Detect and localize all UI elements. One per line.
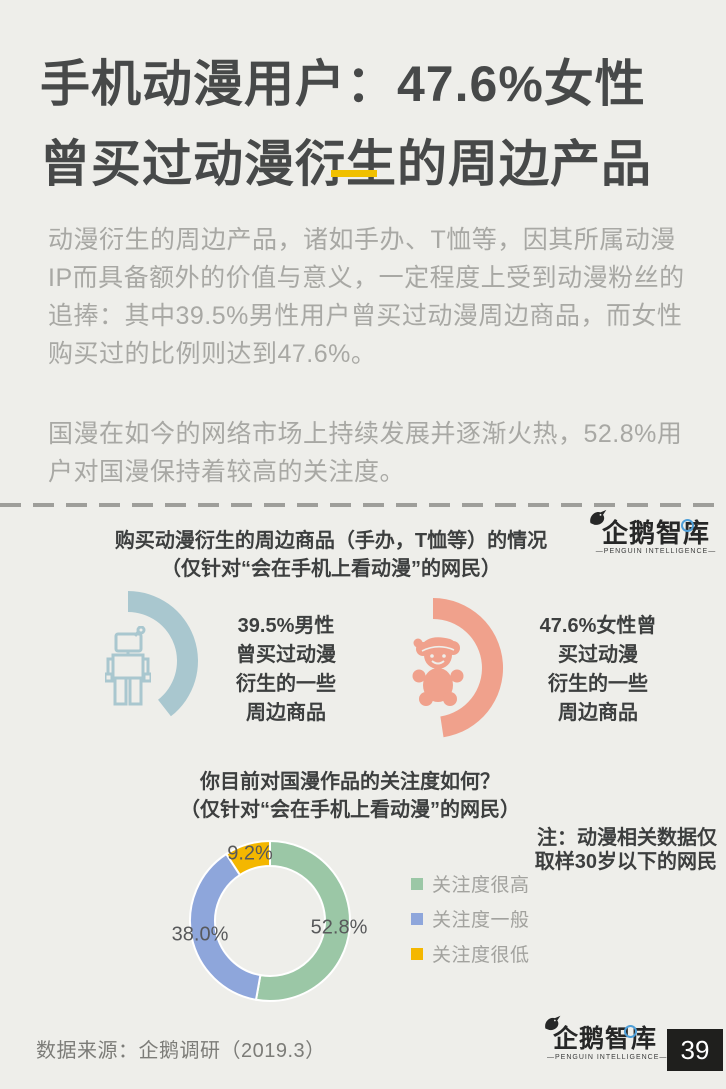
dashed-divider [0, 503, 726, 507]
sample-note-line1: 注：动漫相关数据仅 [537, 827, 717, 849]
page-number-box: 39 [667, 1029, 723, 1071]
legend-swatch-green [411, 877, 423, 890]
legend-swatch-blue [411, 912, 423, 925]
penguin-icon [590, 509, 607, 525]
donut-chart: 52.8% 38.0% 9.2% [172, 836, 367, 1006]
female-caption-line: 47.6%女性曾 [539, 615, 657, 637]
page-number: 39 [680, 1034, 710, 1065]
legend-item-low: 关注度很低 [411, 936, 530, 971]
brand-logo-bottom: 企鹅智库 —PENGUIN INTELLIGENCE— [545, 1015, 668, 1061]
brand-tagline: —PENGUIN INTELLIGENCE— [595, 548, 717, 555]
female-gauge-chart [433, 598, 504, 738]
male-caption-line: 周边商品 [246, 702, 326, 724]
female-gauge-arc [433, 598, 504, 738]
penguin-icon [545, 1015, 561, 1031]
donut-value-label-low: 9.2% [227, 842, 273, 865]
donut-segment [224, 839, 271, 877]
female-caption-line: 周边商品 [558, 702, 638, 724]
chart2-title-line2: （仅针对“会在手机上看动漫”的网民） [180, 799, 520, 821]
chart1-title-line2: （仅针对“会在手机上看动漫”的网民） [161, 558, 501, 580]
legend-label: 关注度一般 [432, 910, 530, 931]
female-caption-line: 买过动漫 [558, 644, 638, 666]
donut-segment [254, 839, 351, 1002]
chart1-title: 购买动漫衍生的周边商品（手办，T恤等）的情况 （仅针对“会在手机上看动漫”的网民… [0, 527, 662, 583]
brand-logo: 企鹅智库 [590, 509, 720, 548]
data-source-text: 数据来源：企鹅调研（2019.3） [36, 1040, 326, 1062]
legend-item-medium: 关注度一般 [411, 901, 530, 936]
legend-item-high: 关注度很高 [411, 866, 530, 901]
female-gauge-caption: 47.6%女性曾 买过动漫 衍生的一些 周边商品 [508, 612, 688, 728]
legend-label: 关注度很低 [432, 945, 530, 966]
legend-swatch-yellow [411, 947, 423, 960]
sample-note-line2: 取样30岁以下的网民 [534, 851, 717, 873]
male-caption-line: 39.5%男性 [237, 615, 335, 637]
legend-label: 关注度很高 [432, 875, 530, 896]
donut-legend: 关注度很高 关注度一般 关注度很低 [411, 866, 530, 971]
male-caption-line: 衍生的一些 [236, 673, 336, 695]
brand-logo-top: 企鹅智库 —PENGUIN INTELLIGENCE— [590, 509, 720, 555]
donut-chart-svg [189, 839, 351, 1002]
page-title: 手机动漫用户：47.6%女性 曾买过动漫衍生的周边产品 [40, 44, 700, 204]
brand-name: 企鹅智库 [552, 1025, 657, 1053]
donut-value-label-medium: 38.0% [171, 923, 229, 946]
sample-note: 注：动漫相关数据仅 取样30岁以下的网民 [487, 826, 717, 874]
teddy-bear-icon [410, 631, 466, 712]
brand-name: 企鹅智库 [601, 518, 710, 548]
male-gauge-caption: 39.5%男性 曾买过动漫 衍生的一些 周边商品 [196, 612, 376, 728]
logo-ring-decoration [624, 1025, 637, 1038]
donut-value-label-high: 52.8% [310, 916, 368, 939]
intro-paragraph-1: 动漫衍生的周边产品，诸如手办、T恤等，因其所属动漫IP而具备额外的价值与意义，一… [48, 226, 685, 368]
chart2-title: 你目前对国漫作品的关注度如何？ （仅针对“会在手机上看动漫”的网民） [0, 768, 700, 824]
page-title-line1: 手机动漫用户：47.6%女性 [40, 55, 646, 112]
brand-logo: 企鹅智库 [545, 1015, 663, 1054]
male-gauge-arc [128, 591, 198, 717]
male-caption-line: 曾买过动漫 [236, 644, 336, 666]
female-caption-line: 衍生的一些 [548, 673, 648, 695]
chart2-title-line1: 你目前对国漫作品的关注度如何？ [200, 771, 500, 793]
male-gauge-chart [128, 591, 198, 717]
title-underline-decoration [331, 170, 377, 177]
page-title-line2: 曾买过动漫衍生的周边产品 [40, 135, 652, 192]
logo-ring-decoration [681, 519, 694, 532]
robot-icon [103, 625, 153, 711]
chart1-title-line1: 购买动漫衍生的周边商品（手办，T恤等）的情况 [114, 530, 548, 552]
intro-paragraph-2: 国漫在如今的网络市场上持续发展并逐渐火热，52.8%用户对国漫保持着较高的关注度… [48, 420, 683, 486]
brand-tagline: —PENGUIN INTELLIGENCE— [547, 1054, 668, 1061]
